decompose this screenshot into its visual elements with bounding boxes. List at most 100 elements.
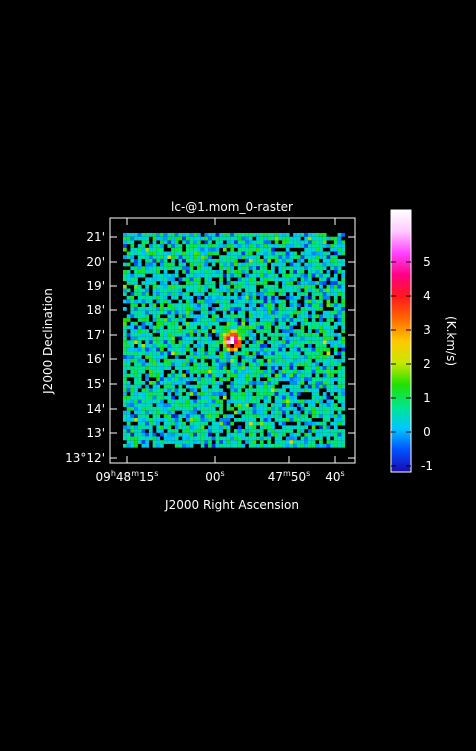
heatmap-cell xyxy=(156,321,161,326)
heatmap-cell xyxy=(230,266,235,271)
heatmap-cell xyxy=(200,414,205,419)
heatmap-cell xyxy=(211,344,216,348)
heatmap-cell xyxy=(337,369,342,374)
heatmap-cell xyxy=(222,258,227,263)
heatmap-cell xyxy=(145,403,149,407)
heatmap-cell xyxy=(134,355,138,359)
heatmap-cell xyxy=(319,255,323,259)
heatmap-cell xyxy=(211,355,216,359)
heatmap-cell xyxy=(271,377,275,382)
heatmap-cell xyxy=(252,281,257,285)
heatmap-cell xyxy=(182,443,186,448)
heatmap-cell xyxy=(197,336,201,341)
heatmap-cell xyxy=(137,299,142,304)
heatmap-cell xyxy=(163,418,168,422)
heatmap-cell xyxy=(241,321,246,326)
heatmap-cell xyxy=(319,421,323,426)
heatmap-cell xyxy=(308,247,312,252)
heatmap-cell xyxy=(282,377,286,382)
heatmap-cell xyxy=(241,384,246,389)
heatmap-cell xyxy=(237,233,242,237)
heatmap-cell xyxy=(300,425,305,430)
heatmap-cell xyxy=(215,299,220,304)
heatmap-cell xyxy=(141,351,146,356)
heatmap-cell xyxy=(315,395,320,400)
heatmap-cell xyxy=(319,295,323,300)
heatmap-cell xyxy=(189,355,194,359)
heatmap-cell xyxy=(263,418,268,422)
heatmap-cell xyxy=(259,421,264,426)
heatmap-cell xyxy=(322,262,327,267)
heatmap-cell xyxy=(274,399,279,404)
heatmap-cell xyxy=(248,362,253,367)
heatmap-cell xyxy=(208,284,212,289)
heatmap-cell xyxy=(193,329,198,333)
heatmap-cell xyxy=(333,314,338,319)
heatmap-cell xyxy=(204,240,209,245)
heatmap-cell xyxy=(274,277,279,282)
heatmap-cell xyxy=(148,347,153,352)
heatmap-cell xyxy=(163,395,168,400)
heatmap-cell xyxy=(134,440,138,444)
heatmap-cell xyxy=(160,321,164,326)
heatmap-cell xyxy=(330,429,334,433)
heatmap-cell xyxy=(230,414,235,419)
heatmap-cell xyxy=(148,418,153,422)
heatmap-cell xyxy=(300,429,305,433)
heatmap-cell xyxy=(271,443,275,448)
y-tick-label: 13' xyxy=(86,426,105,440)
heatmap-cell xyxy=(322,277,327,282)
heatmap-cell xyxy=(322,366,327,370)
heatmap-cell xyxy=(226,436,231,441)
heatmap-cell xyxy=(293,336,297,341)
heatmap-cell xyxy=(337,381,342,385)
heatmap-cell xyxy=(137,318,142,322)
heatmap-cell xyxy=(211,414,216,419)
heatmap-cell xyxy=(326,440,331,444)
heatmap-cell xyxy=(193,321,198,326)
heatmap-cell xyxy=(230,258,235,263)
heatmap-cell xyxy=(234,325,238,330)
heatmap-cell xyxy=(163,358,168,363)
heatmap-cell xyxy=(289,418,294,422)
heatmap-cell xyxy=(274,284,279,289)
heatmap-cell xyxy=(200,247,205,252)
heatmap-cell xyxy=(315,399,320,404)
heatmap-cell xyxy=(285,355,290,359)
heatmap-cell xyxy=(256,344,260,348)
heatmap-cell xyxy=(322,403,327,407)
heatmap-cell xyxy=(256,340,260,345)
heatmap-cell xyxy=(174,432,179,437)
heatmap-cell xyxy=(219,399,223,404)
heatmap-cell xyxy=(208,355,212,359)
heatmap-cell xyxy=(245,325,249,330)
heatmap-cell xyxy=(174,381,179,385)
heatmap-cell xyxy=(282,347,286,352)
heatmap-cell xyxy=(271,303,275,308)
heatmap-cell xyxy=(211,281,216,285)
heatmap-cell xyxy=(234,355,238,359)
heatmap-cell xyxy=(237,251,242,256)
heatmap-cell xyxy=(337,436,342,441)
heatmap-cell xyxy=(174,236,179,241)
heatmap-cell xyxy=(145,388,149,393)
heatmap-cell xyxy=(278,395,283,400)
heatmap-cell xyxy=(230,366,235,370)
heatmap-cell xyxy=(245,373,249,378)
heatmap-cell xyxy=(200,443,205,448)
heatmap-cell xyxy=(263,240,268,245)
heatmap-cell xyxy=(252,284,257,289)
heatmap-cell xyxy=(189,310,194,315)
heatmap-cell xyxy=(148,366,153,370)
heatmap-cell xyxy=(174,392,179,396)
heatmap-cell xyxy=(152,381,157,385)
heatmap-cell xyxy=(148,392,153,396)
heatmap-cell xyxy=(282,314,286,319)
heatmap-cell xyxy=(200,307,205,311)
heatmap-cell xyxy=(337,244,342,248)
heatmap-cell xyxy=(222,392,227,396)
heatmap-cell xyxy=(189,236,194,241)
heatmap-cell xyxy=(134,277,138,282)
heatmap-cell xyxy=(208,410,212,415)
heatmap-cell xyxy=(308,344,312,348)
